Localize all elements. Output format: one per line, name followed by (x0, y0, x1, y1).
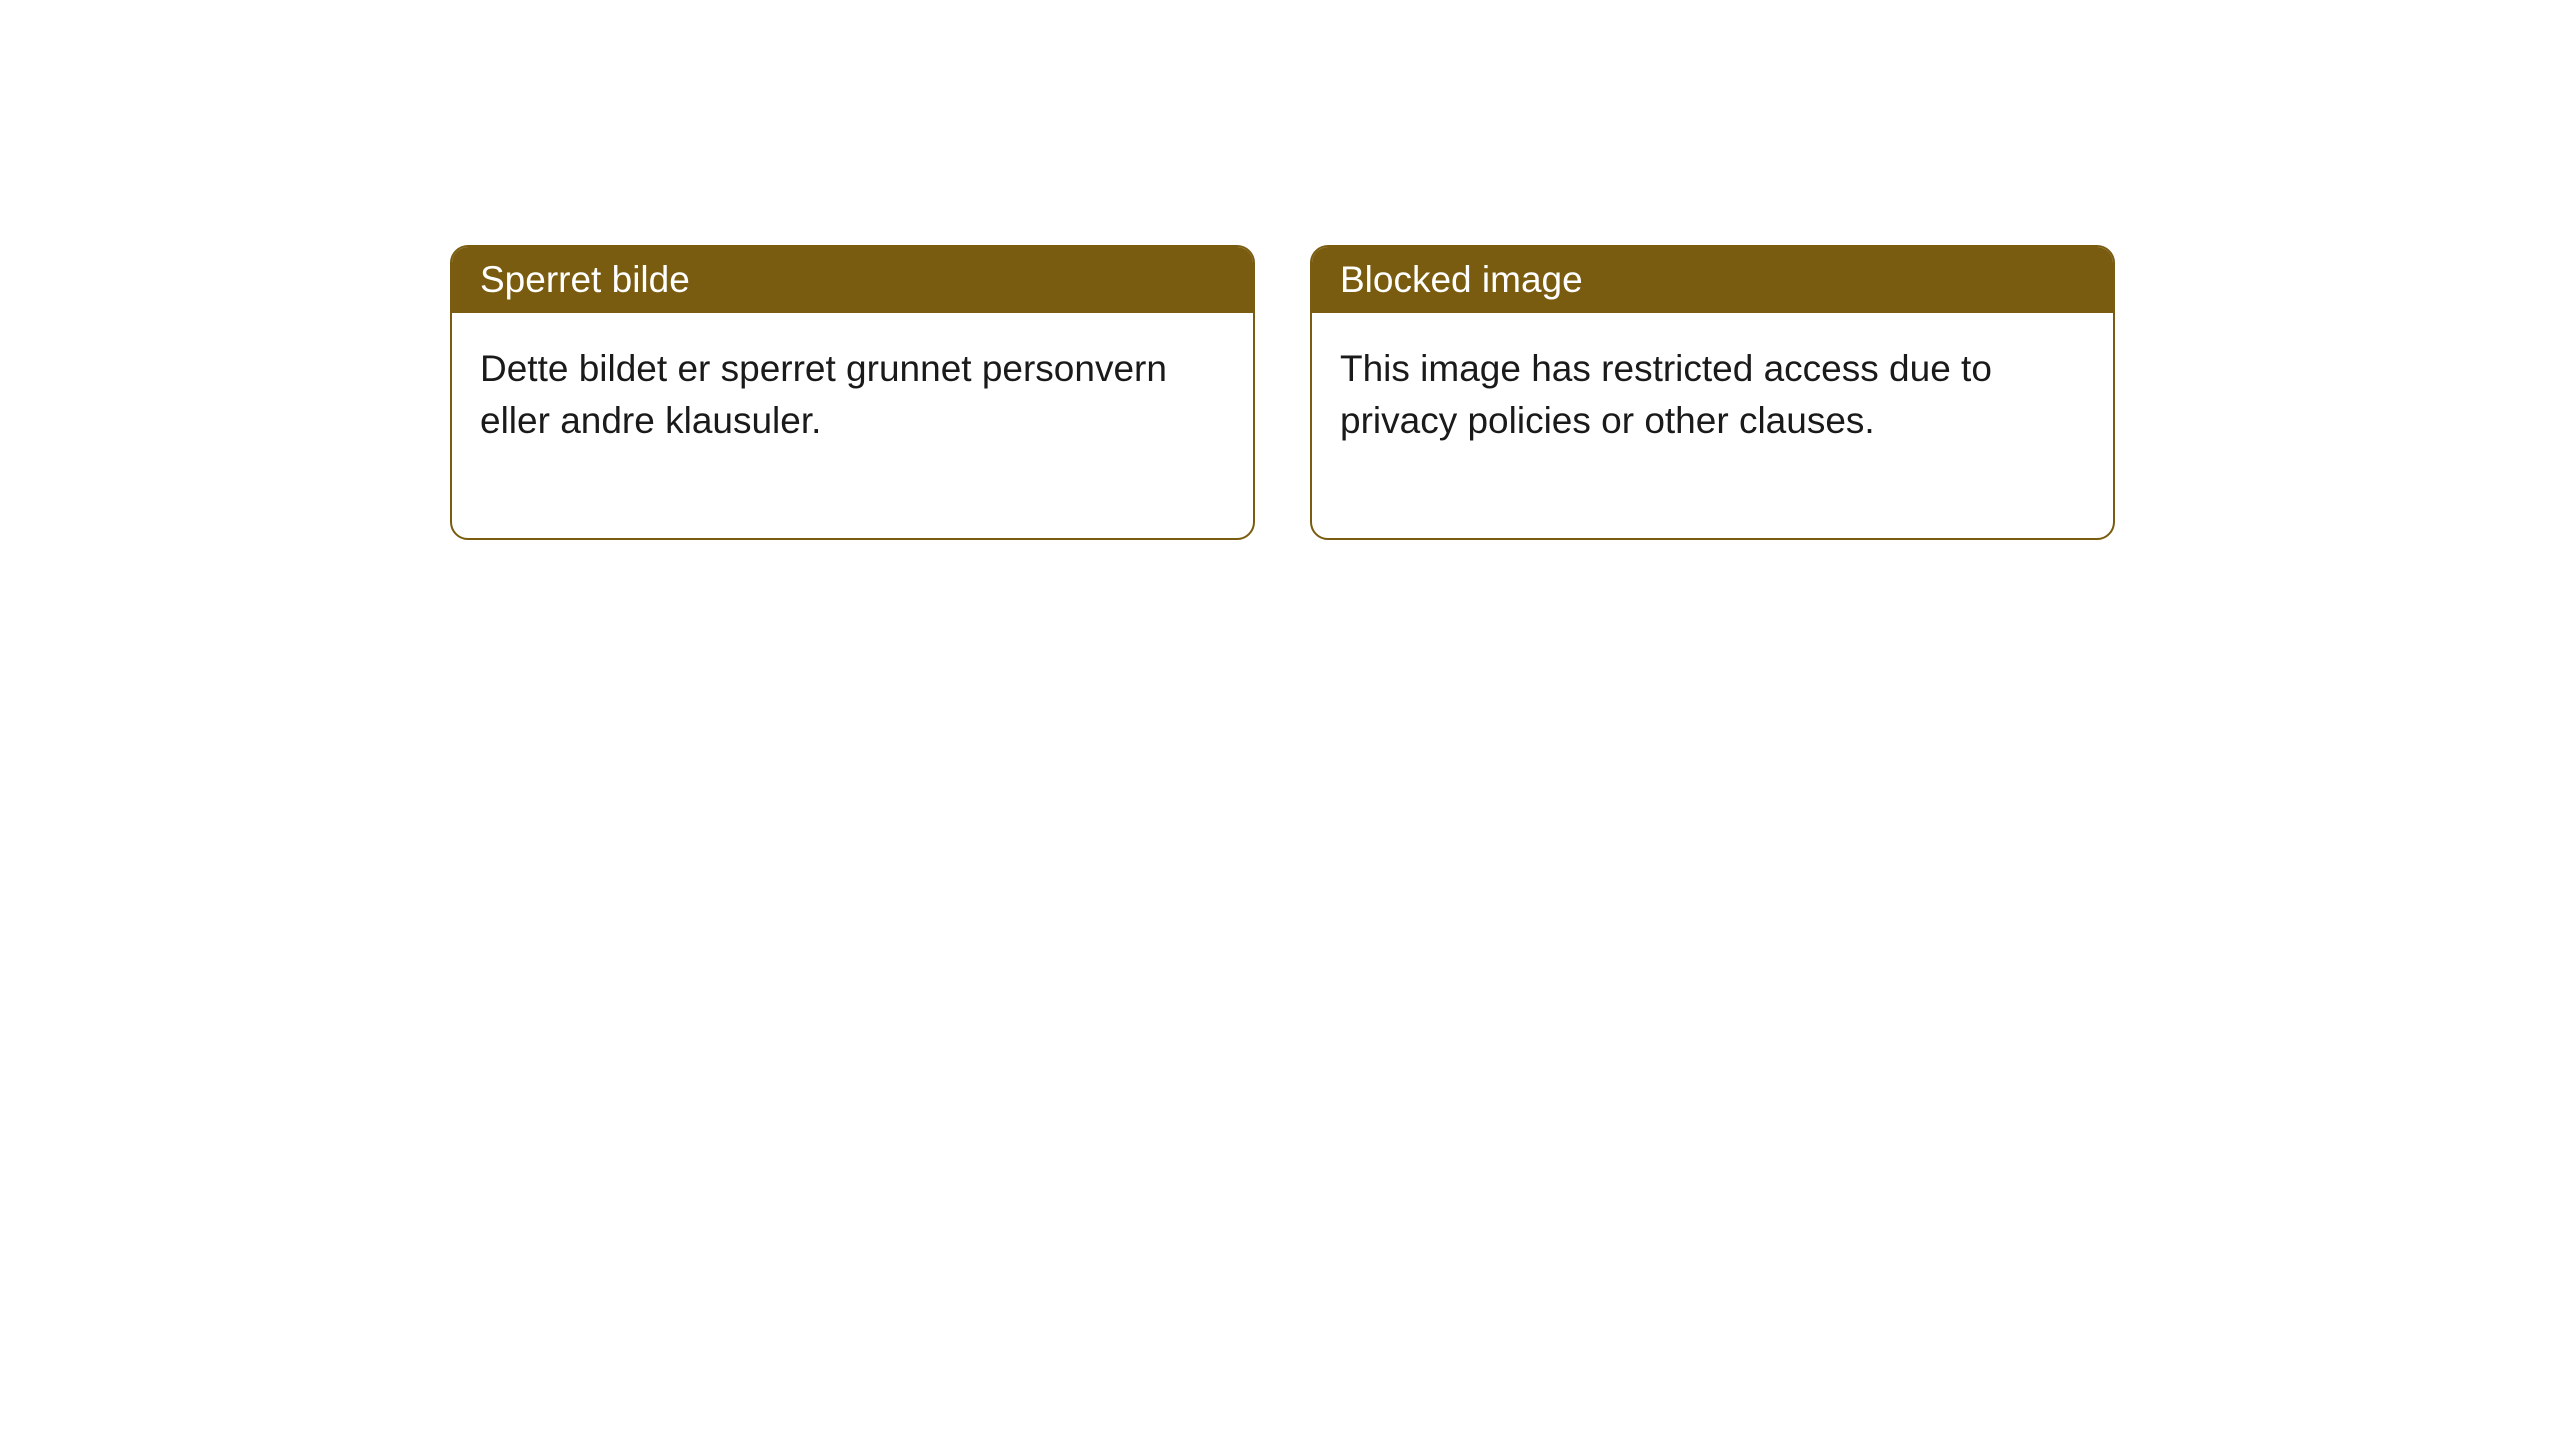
notice-card-norwegian: Sperret bilde Dette bildet er sperret gr… (450, 245, 1255, 540)
notice-card-title: Blocked image (1340, 259, 1583, 300)
notice-card-title: Sperret bilde (480, 259, 690, 300)
notice-cards-container: Sperret bilde Dette bildet er sperret gr… (450, 245, 2115, 540)
notice-card-header: Blocked image (1312, 247, 2113, 313)
notice-card-text: This image has restricted access due to … (1340, 343, 2085, 447)
notice-card-header: Sperret bilde (452, 247, 1253, 313)
notice-card-text: Dette bildet er sperret grunnet personve… (480, 343, 1225, 447)
notice-card-english: Blocked image This image has restricted … (1310, 245, 2115, 540)
notice-card-body: Dette bildet er sperret grunnet personve… (452, 313, 1253, 538)
notice-card-body: This image has restricted access due to … (1312, 313, 2113, 538)
